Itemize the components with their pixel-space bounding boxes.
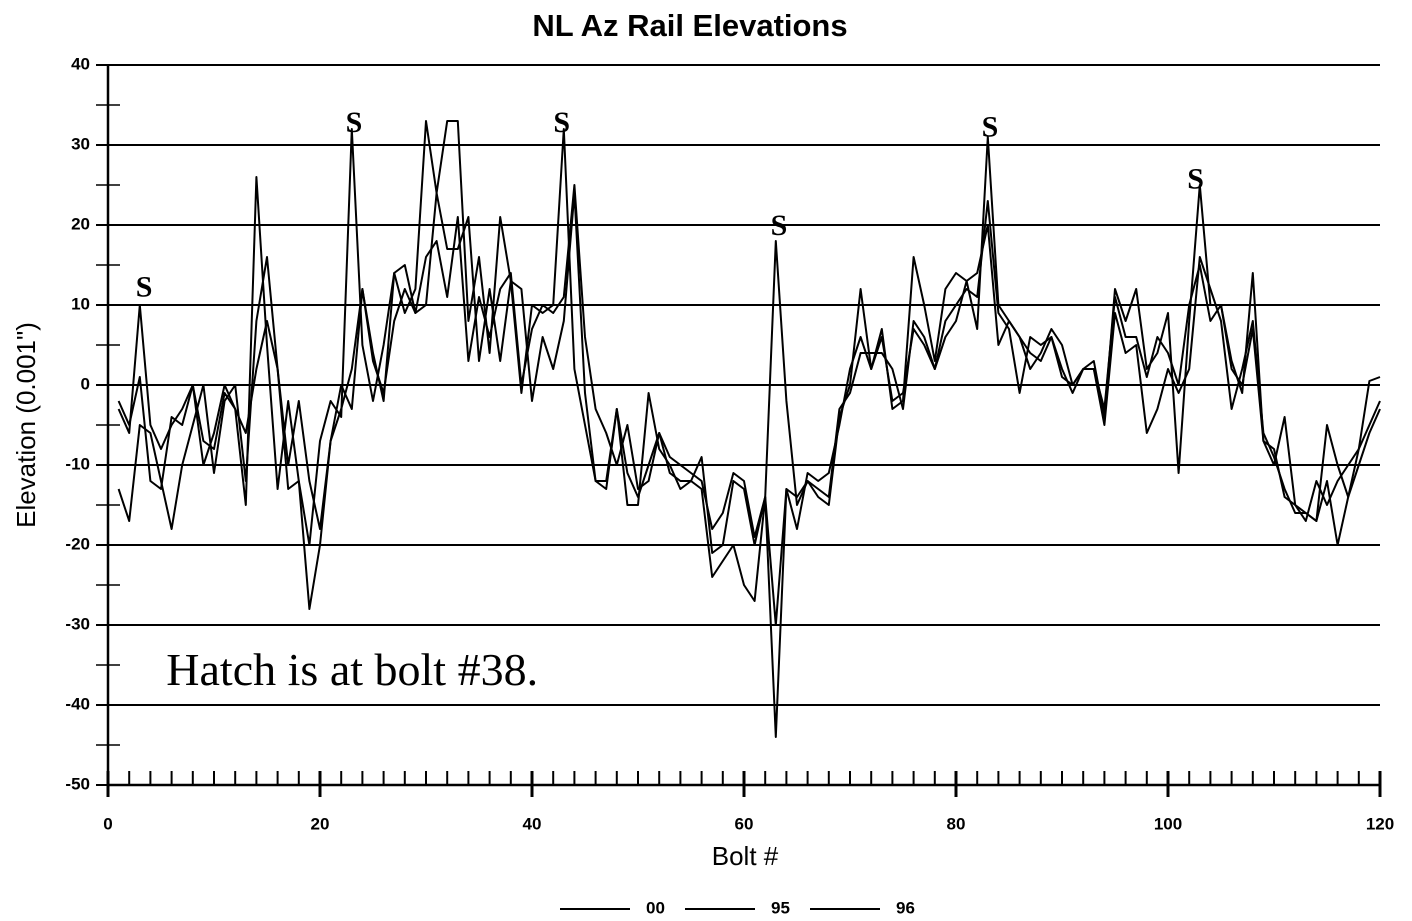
y-tick-label: -20 [65,534,90,553]
series-line [117,184,1381,626]
legend-label: 00 [646,898,665,917]
annotation: S [982,111,999,144]
chart-title: NL Az Rail Elevations [532,8,847,43]
legend-label: 95 [771,898,790,917]
annotation: S [346,106,363,139]
y-tick-label: -10 [65,454,90,473]
annotation: S [136,271,153,304]
y-axis-label: Elevation (0.001") [11,322,41,528]
series-line [117,120,1381,554]
y-tick-label: 40 [71,54,90,73]
y-tick-label: 30 [71,134,90,153]
x-tick-label: 40 [523,814,542,833]
y-tick-label: 0 [81,374,90,393]
x-tick-label: 120 [1366,814,1394,833]
annotation: S [771,209,788,242]
x-tick-label: 80 [947,814,966,833]
annotation: S [553,106,570,139]
legend-label: 96 [896,898,915,917]
x-axis-label: Bolt # [712,841,779,871]
y-tick-label: -40 [65,694,90,713]
x-tick-label: 100 [1154,814,1182,833]
x-tick-label: 60 [735,814,754,833]
note: Hatch is at bolt #38. [166,644,538,695]
x-tick-label: 0 [103,814,112,833]
y-tick-label: 10 [71,294,90,313]
y-tick-label: -30 [65,614,90,633]
x-tick-label: 20 [311,814,330,833]
annotation: S [1187,163,1204,196]
y-tick-label: -50 [65,774,90,793]
y-tick-label: 20 [71,214,90,233]
